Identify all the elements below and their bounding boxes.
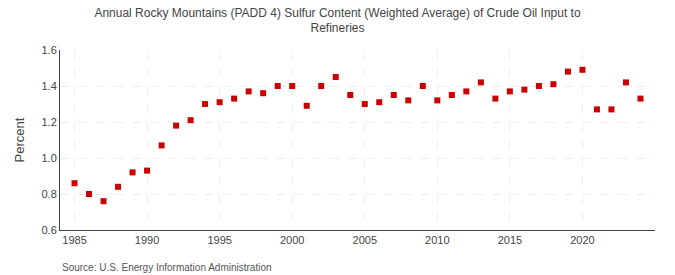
svg-text:1.6: 1.6 (42, 44, 57, 56)
svg-text:1.0: 1.0 (42, 152, 57, 164)
svg-text:1.4: 1.4 (42, 80, 57, 92)
svg-text:2005: 2005 (353, 234, 377, 246)
svg-text:Percent: Percent (12, 117, 27, 162)
svg-text:2020: 2020 (570, 234, 594, 246)
svg-text:Source: U.S. Energy Informatio: Source: U.S. Energy Information Administ… (62, 262, 272, 273)
svg-text:1.2: 1.2 (42, 116, 57, 128)
svg-text:1990: 1990 (135, 234, 159, 246)
svg-text:2010: 2010 (425, 234, 449, 246)
svg-text:1995: 1995 (207, 234, 231, 246)
svg-text:2015: 2015 (498, 234, 522, 246)
svg-text:0.6: 0.6 (42, 224, 57, 236)
svg-text:1985: 1985 (62, 234, 86, 246)
svg-text:0.8: 0.8 (42, 188, 57, 200)
svg-text:Annual Rocky Mountains (PADD 4: Annual Rocky Mountains (PADD 4) Sulfur C… (94, 6, 581, 36)
svg-text:2000: 2000 (280, 234, 304, 246)
